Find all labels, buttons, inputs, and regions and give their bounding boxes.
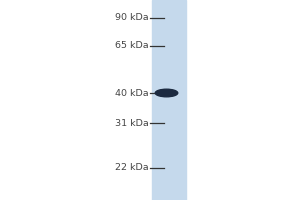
Ellipse shape (155, 89, 178, 97)
Text: 31 kDa: 31 kDa (115, 118, 148, 128)
Text: 90 kDa: 90 kDa (115, 14, 148, 22)
Bar (152, 0, 186, 200)
Text: 65 kDa: 65 kDa (115, 42, 148, 50)
Text: 22 kDa: 22 kDa (115, 164, 148, 172)
Text: 40 kDa: 40 kDa (115, 88, 148, 98)
